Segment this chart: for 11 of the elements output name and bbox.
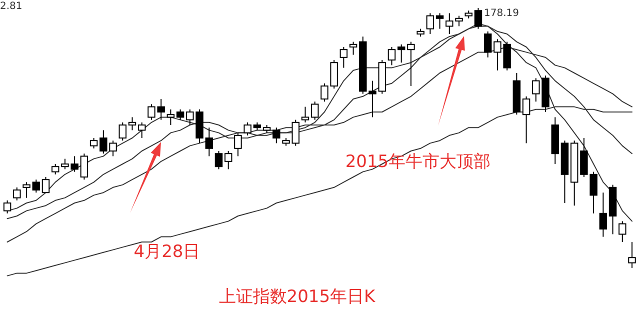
candlestick	[599, 192, 608, 238]
candlestick	[618, 220, 626, 242]
annotation: 178.19	[484, 8, 519, 19]
annotation: 2015年牛市大顶部	[345, 152, 491, 172]
text: 上证指数2015年日K	[218, 287, 376, 307]
candlestick	[205, 127, 213, 157]
candlestick	[436, 12, 444, 30]
candlestick	[551, 116, 559, 164]
candlestick	[22, 182, 30, 198]
annotation: 2.81	[0, 1, 22, 12]
annotation: 4月28日	[134, 242, 200, 262]
